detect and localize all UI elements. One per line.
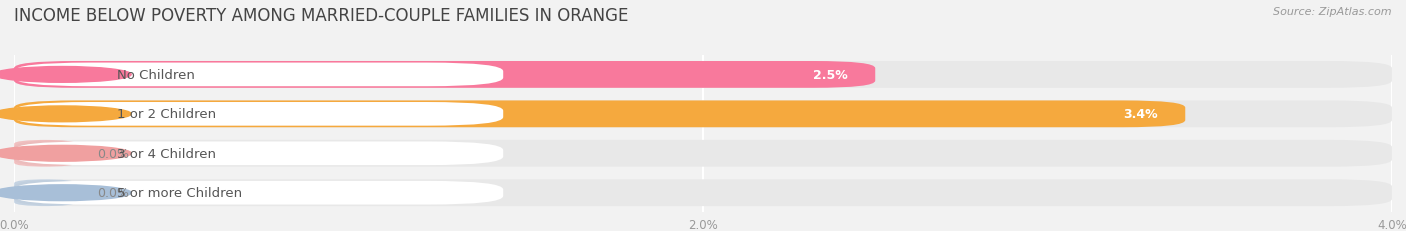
FancyBboxPatch shape	[14, 101, 1392, 128]
Circle shape	[0, 67, 131, 83]
FancyBboxPatch shape	[14, 140, 76, 167]
Text: 3 or 4 Children: 3 or 4 Children	[118, 147, 217, 160]
FancyBboxPatch shape	[14, 101, 1185, 128]
FancyBboxPatch shape	[14, 140, 1392, 167]
FancyBboxPatch shape	[14, 181, 503, 205]
FancyBboxPatch shape	[14, 63, 503, 87]
Circle shape	[0, 185, 131, 201]
Text: Source: ZipAtlas.com: Source: ZipAtlas.com	[1274, 7, 1392, 17]
FancyBboxPatch shape	[14, 179, 76, 206]
Circle shape	[0, 106, 131, 122]
FancyBboxPatch shape	[14, 179, 1392, 206]
Circle shape	[0, 146, 131, 161]
FancyBboxPatch shape	[14, 62, 875, 88]
Text: No Children: No Children	[118, 69, 195, 82]
Text: 0.0%: 0.0%	[97, 186, 129, 199]
Text: INCOME BELOW POVERTY AMONG MARRIED-COUPLE FAMILIES IN ORANGE: INCOME BELOW POVERTY AMONG MARRIED-COUPL…	[14, 7, 628, 25]
Text: 1 or 2 Children: 1 or 2 Children	[118, 108, 217, 121]
Text: 3.4%: 3.4%	[1123, 108, 1157, 121]
FancyBboxPatch shape	[14, 62, 1392, 88]
Text: 5 or more Children: 5 or more Children	[118, 186, 242, 199]
Text: 2.5%: 2.5%	[813, 69, 848, 82]
FancyBboxPatch shape	[14, 103, 503, 126]
FancyBboxPatch shape	[14, 142, 503, 165]
Text: 0.0%: 0.0%	[97, 147, 129, 160]
